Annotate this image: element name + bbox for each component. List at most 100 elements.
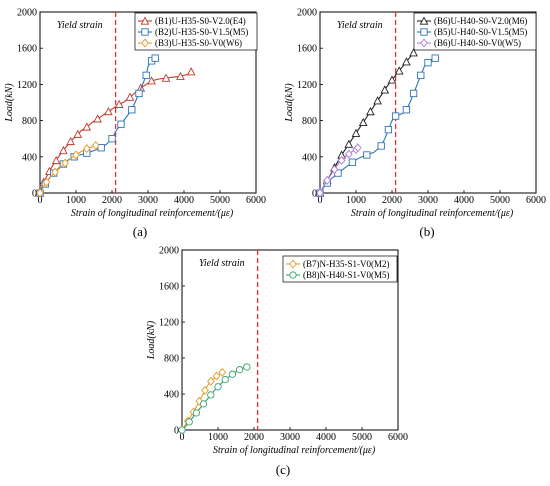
data-point [36, 188, 44, 198]
legend-box [413, 12, 537, 51]
data-point [351, 128, 361, 137]
data-point [125, 92, 135, 101]
legend-entry: (B6)U-H40-S0-V0(W5) [434, 38, 521, 48]
data-point [201, 385, 209, 395]
data-point [93, 114, 102, 123]
y-tick-label: 1600 [17, 44, 37, 55]
y-tick-label: 800 [22, 116, 37, 127]
series-1 [35, 67, 196, 197]
y-tick-label: 800 [302, 116, 317, 127]
legend-entry: (B2)U-H35-S0-V1.5(M5) [155, 27, 248, 37]
data-point [178, 426, 186, 434]
data-point [104, 106, 113, 116]
x-tick-label: 5000 [210, 195, 230, 206]
data-point [199, 400, 208, 408]
y-tick-label: 400 [302, 152, 317, 163]
legend-box [134, 12, 258, 51]
data-point [384, 125, 393, 134]
panel-label: (c) [276, 462, 290, 477]
data-point [97, 144, 105, 152]
data-point [42, 177, 51, 187]
series-line [181, 366, 247, 431]
x-axis-label: Strain of longitudinal reinforcement/(με… [71, 208, 234, 219]
data-point [380, 85, 390, 94]
x-tick-label: 0 [180, 432, 185, 443]
legend-entry: (B5)U-H40-S0-V1.5(M5) [434, 27, 527, 37]
y-tick-label: 0 [32, 189, 37, 200]
data-point [228, 370, 237, 378]
data-point [51, 155, 61, 165]
legend-entry: (B3)U-H35-S0-V0(W6) [155, 38, 242, 48]
data-point [402, 57, 411, 66]
x-tick-label: 1000 [66, 195, 86, 206]
series-2 [178, 363, 251, 434]
legend-swatch-marker [419, 16, 429, 25]
data-point [51, 167, 59, 177]
data-point [409, 89, 418, 98]
x-tick-label: 3000 [418, 195, 438, 206]
x-tick-label: 2000 [102, 195, 122, 206]
y-tick-label: 0 [174, 426, 179, 437]
x-tick-label: 6000 [388, 432, 408, 443]
y-tick-label: 1200 [159, 318, 179, 329]
chart-panel-2: 0 1000 2000 3000 4000 5000 6000 0 400 800 1200 1600… [284, 8, 546, 240]
data-point [135, 89, 143, 98]
data-point [207, 391, 215, 399]
legend-swatch-marker [140, 16, 150, 25]
data-point [59, 145, 68, 155]
yield-strain-annotation: Yield strain [57, 20, 103, 31]
data-point [218, 367, 227, 377]
yield-strain-annotation: Yield strain [199, 258, 245, 269]
legend: (B7)N-H35-S1-V0(M2)(B8)N-H40-S1-V0(M5) [282, 255, 398, 283]
data-point [221, 375, 229, 384]
legend-swatch-marker [289, 259, 297, 269]
data-point [147, 76, 156, 85]
legend-entry: (B1)U-H35-S0-V2.0(E4) [155, 16, 246, 26]
x-tick-label: 0 [318, 195, 323, 206]
data-point [83, 144, 91, 154]
data-point [387, 75, 397, 84]
y-tick-label: 400 [22, 152, 37, 163]
x-tick-label: 6000 [526, 195, 546, 206]
data-point [185, 418, 193, 426]
panel-label: (a) [133, 224, 147, 239]
data-point [212, 371, 221, 381]
data-point [207, 376, 215, 386]
legend-swatch-marker [420, 38, 428, 48]
data-point [114, 99, 124, 108]
legend-entry: (B6)U-H40-S0-V2.0(M6) [434, 16, 527, 26]
data-point [358, 117, 368, 127]
series-3 [36, 140, 100, 198]
data-point [354, 143, 362, 153]
data-point [117, 120, 125, 128]
x-tick-label: 0 [38, 195, 43, 206]
data-point [176, 71, 185, 80]
data-point [345, 149, 353, 159]
x-tick-label: 1000 [208, 432, 228, 443]
data-point [344, 139, 354, 148]
legend-swatch-marker [141, 28, 149, 36]
data-point [195, 396, 204, 406]
data-point [402, 106, 411, 114]
y-tick-label: 1200 [17, 80, 37, 91]
panel-label: (b) [419, 224, 434, 239]
data-point [151, 54, 159, 62]
x-tick-label: 6000 [246, 195, 266, 206]
x-tick-label: 2000 [244, 432, 264, 443]
x-tick-label: 3000 [138, 195, 158, 206]
y-tick-label: 1200 [297, 80, 317, 91]
x-tick-label: 1000 [346, 195, 366, 206]
data-point [73, 129, 83, 138]
legend: (B6)U-H40-S0-V2.0(M6)(B5)U-H40-S0-V1.5(M… [413, 12, 537, 51]
data-point [82, 122, 92, 131]
y-tick-label: 800 [164, 354, 179, 365]
legend-swatch-marker [420, 28, 428, 36]
data-point [214, 383, 222, 391]
data-point [61, 158, 69, 168]
x-tick-label: 5000 [490, 195, 510, 206]
data-point [186, 67, 196, 76]
y-axis-label: Load(kN) [4, 83, 15, 123]
data-point [323, 175, 331, 185]
data-point [72, 150, 80, 160]
